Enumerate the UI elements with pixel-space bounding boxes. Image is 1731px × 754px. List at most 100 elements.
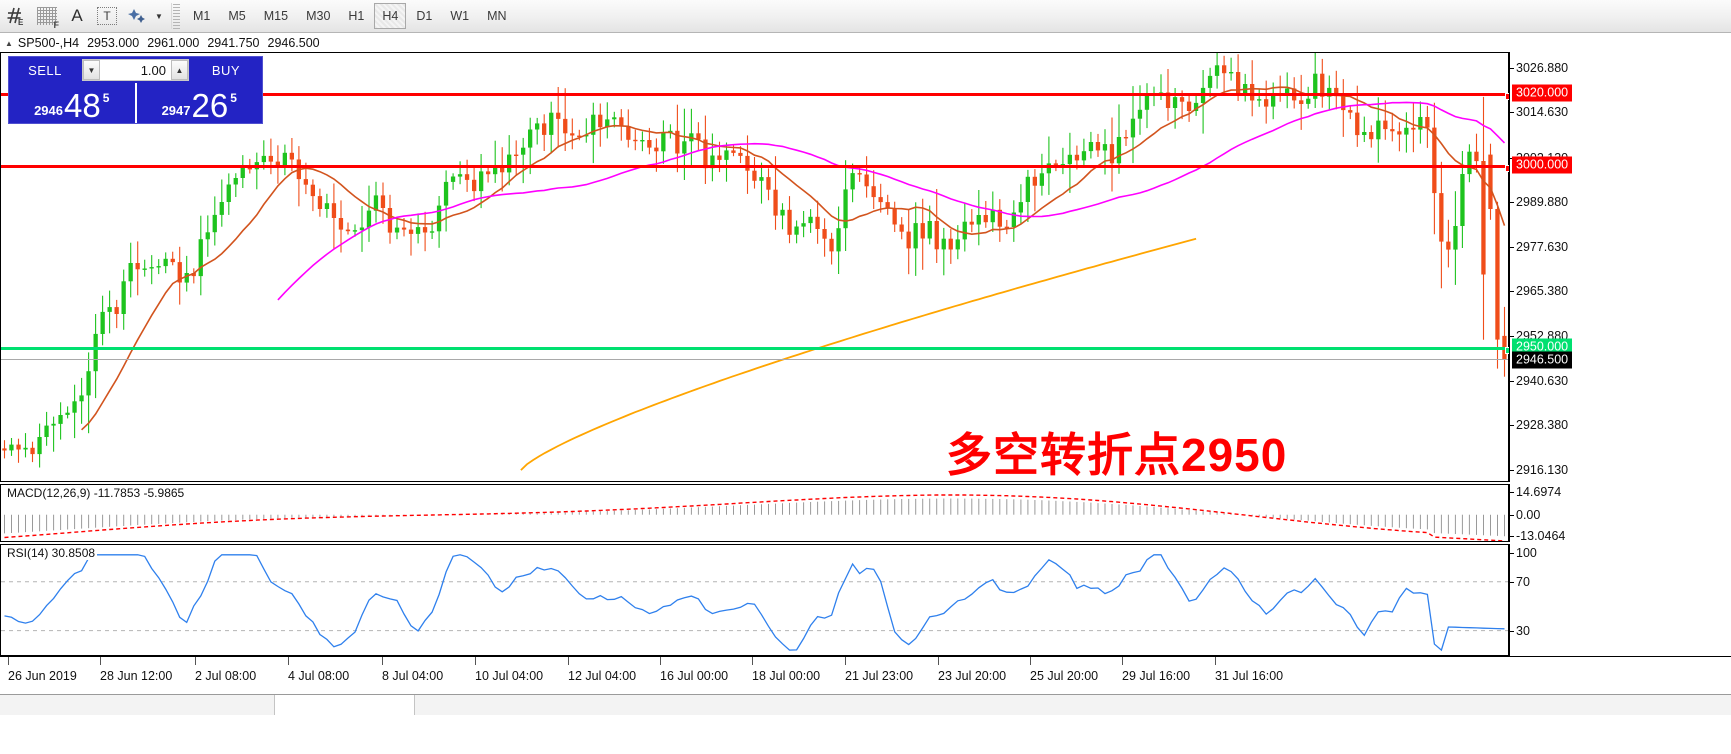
price-tick-1: 3014.630: [1509, 105, 1569, 120]
objects-dropdown-caret-icon[interactable]: ▼: [155, 11, 163, 21]
volume-decrease-icon[interactable]: ▼: [83, 60, 100, 80]
status-cell-right: [415, 695, 1731, 715]
chart-annotation-text: 多空转折点2950: [946, 429, 1288, 482]
resistance-3020-tag[interactable]: 3020.000: [1512, 84, 1573, 102]
current-price-2946-tag: 2946.500: [1512, 351, 1573, 368]
price-tick-5: 2965.380: [1509, 284, 1569, 298]
macd-pane[interactable]: MACD(12,26,9) -11.7853 -5.9865: [0, 484, 1509, 542]
time-tick-label-13: 31 Jul 16:00: [1215, 669, 1284, 683]
price-line-3000[interactable]: [1, 165, 1512, 173]
timeframe-m1[interactable]: M1: [193, 9, 211, 23]
time-tick-label-2: 2 Jul 08:00: [195, 669, 257, 683]
time-tick-label-10: 23 Jul 20:00: [938, 669, 1007, 683]
price-chart-pane[interactable]: 多空转折点2950: [0, 52, 1512, 482]
volume-stepper[interactable]: ▼ 1.00 ▲: [82, 59, 189, 81]
bid-price-main: 48: [64, 87, 101, 124]
time-tick-label-4: 8 Jul 04:00: [382, 669, 444, 683]
trade-controls-row: SELL ▼ 1.00 ▲ BUY: [9, 57, 262, 83]
price-line-2950[interactable]: [1, 346, 1512, 354]
time-tick-mark-11: [1030, 657, 1031, 665]
ohlc-open: 2953.000: [87, 36, 140, 50]
rsi-tick-1: 70: [1510, 574, 1530, 589]
ask-price-integer: 2947: [161, 103, 191, 118]
timeframe-mn[interactable]: MN: [487, 9, 507, 23]
timeframe-m15[interactable]: M15: [263, 9, 289, 23]
volume-input[interactable]: 1.00: [100, 60, 171, 80]
symbol-label: SP500-,H4: [17, 36, 80, 50]
resistance-3000-tag[interactable]: 3000.000: [1512, 156, 1573, 174]
macd-label: MACD(12,26,9) -11.7853 -5.9865: [5, 486, 187, 500]
price-tick-4: 2977.630: [1509, 239, 1569, 254]
time-tick-mark-13: [1215, 657, 1216, 665]
time-tick-mark-0: [8, 657, 9, 665]
price-tick-3: 2989.880: [1509, 195, 1569, 210]
toolbar-grip[interactable]: [171, 3, 180, 29]
time-tick-label-9: 21 Jul 23:00: [845, 669, 914, 683]
indicators-icon[interactable]: E: [2, 2, 32, 30]
rsi-pane[interactable]: RSI(14) 30.8508: [0, 544, 1509, 656]
time-tick-mark-2: [195, 657, 196, 665]
main-toolbar: E F A T ▼ M1 M5 M15 M30 H1 H4 D1 W1 MN: [0, 0, 1731, 33]
timeframe-w1[interactable]: W1: [450, 9, 470, 23]
rsi-scale[interactable]: 100 70 30: [1509, 544, 1731, 656]
macd-canvas: [4, 494, 1505, 541]
macd-tick-0: 14.6974: [1509, 485, 1562, 499]
text-label-icon[interactable]: T: [92, 2, 122, 30]
price-tick-0: 3026.880: [1509, 60, 1569, 75]
status-cell-mid: [275, 695, 415, 715]
time-tick-mark-5: [475, 657, 476, 665]
price-tick-8: 2928.380: [1509, 418, 1569, 433]
time-tick-label-6: 12 Jul 04:00: [568, 669, 637, 683]
rsi-tick-2: 30: [1510, 623, 1530, 638]
time-scale[interactable]: 26 Jun 2019 28 Jun 12:00 2 Jul 08:00 4 Jul …: [0, 656, 1731, 694]
time-tick-label-1: 28 Jun 12:00: [100, 669, 173, 683]
timeframe-m30[interactable]: M30: [306, 9, 331, 23]
rsi-label: RSI(14) 30.8508: [5, 546, 98, 560]
time-tick-mark-7: [660, 657, 661, 665]
ask-price-fraction: 5: [230, 91, 237, 105]
time-tick-label-12: 29 Jul 16:00: [1122, 669, 1191, 683]
price-tick-7: 2940.630: [1509, 373, 1569, 388]
ask-price-main: 26: [191, 87, 229, 124]
time-tick-mark-8: [752, 657, 753, 665]
time-tick-mark-10: [938, 657, 939, 665]
svg-text:E: E: [18, 18, 24, 26]
collapse-icon[interactable]: ▲: [5, 38, 13, 48]
time-tick-label-7: 16 Jul 00:00: [660, 669, 729, 683]
bottom-status-strip: [0, 694, 1731, 754]
bid-price[interactable]: 2946 48 5: [9, 83, 135, 123]
price-line-current: [1, 359, 1508, 361]
macd-tick-2: -13.0464: [1509, 529, 1566, 543]
volume-increase-icon[interactable]: ▲: [171, 60, 188, 80]
timeframe-h1[interactable]: H1: [348, 9, 365, 23]
price-scale[interactable]: 3026.8803014.6303002.1302989.8802977.630…: [1509, 52, 1731, 482]
ohlc-high: 2961.000: [147, 36, 200, 50]
objects-icon[interactable]: [122, 2, 152, 30]
buy-button[interactable]: BUY: [211, 62, 241, 78]
text-a-icon[interactable]: A: [71, 6, 83, 25]
time-tick-label-5: 10 Jul 04:00: [475, 669, 544, 683]
time-tick-mark-6: [568, 657, 569, 665]
time-tick-mark-4: [382, 657, 383, 665]
price-tick-9: 2916.130: [1509, 462, 1569, 477]
time-tick-label-3: 4 Jul 08:00: [288, 669, 350, 683]
bid-price-integer: 2946: [34, 103, 63, 118]
time-tick-label-0: 26 Jun 2019: [8, 669, 77, 683]
status-cell-left: [0, 695, 275, 715]
ohlc-close: 2946.500: [267, 36, 320, 50]
ohlc-low: 2941.750: [207, 36, 260, 50]
time-tick-label-11: 25 Jul 20:00: [1030, 669, 1099, 683]
rsi-canvas: [1, 554, 1508, 652]
timeframe-d1[interactable]: D1: [416, 9, 433, 23]
symbol-ohlc-bar: ▲ SP500-,H4 2953.000 2961.000 2941.750 2…: [0, 34, 1731, 52]
one-click-trading-panel[interactable]: SELL ▼ 1.00 ▲ BUY 2946 48 5 2947 26 5: [8, 56, 263, 124]
timeframe-h4[interactable]: H4: [374, 3, 407, 29]
timeframe-m5[interactable]: M5: [228, 9, 246, 23]
ask-price[interactable]: 2947 26 5: [134, 83, 263, 124]
sell-button[interactable]: SELL: [28, 62, 62, 78]
macd-tick-1: 0.00: [1509, 507, 1541, 522]
macd-scale[interactable]: 14.6974 0.00 -13.0464: [1509, 484, 1731, 543]
time-tick-mark-1: [100, 657, 101, 665]
grid-f-icon[interactable]: F: [32, 2, 62, 30]
